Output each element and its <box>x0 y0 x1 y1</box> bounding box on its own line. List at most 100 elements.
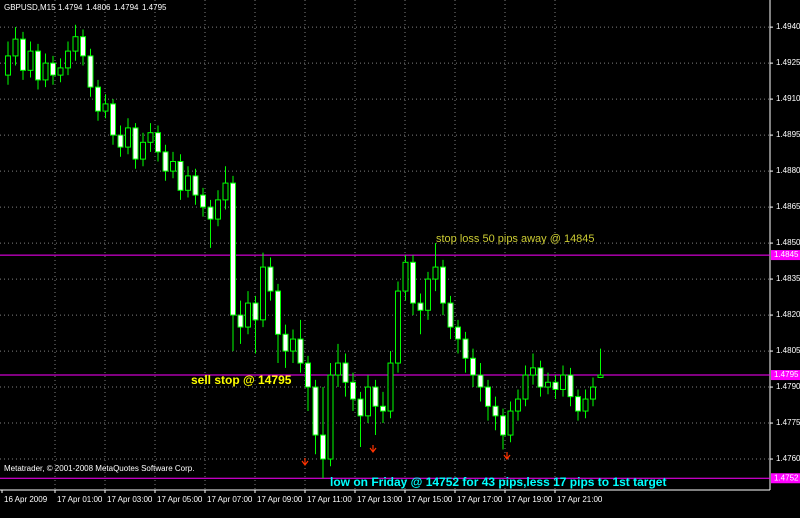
body <box>260 266 266 321</box>
body <box>387 362 394 412</box>
body <box>305 362 311 388</box>
body <box>170 160 176 172</box>
arrow <box>301 458 309 466</box>
body <box>252 302 259 321</box>
body <box>530 367 536 376</box>
body <box>140 141 146 160</box>
body <box>12 38 19 57</box>
body <box>312 386 319 436</box>
body <box>222 182 229 201</box>
x-tick-label: 16 Apr 2009 <box>4 495 48 504</box>
candles <box>5 24 604 479</box>
body <box>402 261 409 292</box>
grid <box>0 0 770 490</box>
body <box>177 160 184 191</box>
body <box>335 362 341 376</box>
body <box>102 103 109 112</box>
level-box <box>771 473 800 484</box>
x-tick-label: 17 Apr 13:00 <box>357 495 403 504</box>
x-tick-label: 17 Apr 05:00 <box>157 495 203 504</box>
low: 1.4794 <box>114 3 139 12</box>
body <box>35 50 41 81</box>
level-label: 1.4795 <box>774 370 799 379</box>
body <box>425 278 431 311</box>
body <box>567 374 574 398</box>
body <box>147 132 154 143</box>
body <box>380 405 386 412</box>
body <box>470 357 476 376</box>
body <box>230 182 236 316</box>
y-tick-label: 1.4940 <box>776 22 800 31</box>
body <box>372 386 379 407</box>
body <box>275 290 281 335</box>
body <box>417 302 424 311</box>
body <box>477 374 484 388</box>
x-tick-label: 17 Apr 17:00 <box>457 495 503 504</box>
header: GBPUSD,M15 1.4794 1.4806 1.4794 1.4795 <box>4 3 167 12</box>
arrow <box>503 452 511 460</box>
body <box>582 398 589 412</box>
axes: 1.4940 1.4925 1.4910 1.4895 1.4880 1.4865 1.48… <box>1 22 800 504</box>
body <box>200 194 206 208</box>
body <box>72 36 79 52</box>
body <box>282 333 289 352</box>
body <box>350 381 356 400</box>
body <box>42 62 49 81</box>
levels <box>0 254 770 479</box>
body <box>545 381 551 388</box>
annotation: low on Friday @ 14752 for 43 pips,less 1… <box>330 475 666 489</box>
body <box>410 261 416 304</box>
body <box>327 374 334 460</box>
body <box>365 386 371 417</box>
body <box>5 55 11 76</box>
body <box>20 38 26 71</box>
symbol: GBPUSD,M15 <box>4 3 56 12</box>
body <box>207 206 214 220</box>
body <box>447 302 454 328</box>
x-tick-label: 17 Apr 21:00 <box>557 495 603 504</box>
body <box>132 127 139 160</box>
body <box>492 405 499 417</box>
body <box>537 367 544 388</box>
body <box>455 326 461 340</box>
y-tick-label: 1.4910 <box>776 94 800 103</box>
body <box>590 386 596 400</box>
fractal-arrows <box>301 445 511 466</box>
body <box>485 386 491 407</box>
body <box>125 127 131 148</box>
body <box>65 50 71 69</box>
level-label: 1.4752 <box>774 473 799 482</box>
y-tick-label: 1.4925 <box>776 58 800 67</box>
body <box>50 62 56 76</box>
x-tick-label: 17 Apr 19:00 <box>507 495 553 504</box>
body <box>297 338 304 364</box>
x-tick-label: 17 Apr 11:00 <box>307 495 352 504</box>
body <box>192 175 199 196</box>
body <box>215 199 221 220</box>
body <box>155 132 161 153</box>
body <box>320 434 326 460</box>
x-tick-label: 17 Apr 01:00 <box>57 495 103 504</box>
x-tick-label: 17 Apr 03:00 <box>107 495 153 504</box>
annotation: stop loss 50 pips away @ 14845 <box>436 233 595 245</box>
annotations: stop loss 50 pips away @ 14845 sell stop … <box>191 233 666 489</box>
body <box>552 381 559 390</box>
body <box>522 374 529 400</box>
copyright: Metatrader, © 2001-2008 MetaQuotes Softw… <box>4 464 194 473</box>
open: 1.4794 <box>58 3 83 12</box>
body <box>117 134 124 148</box>
body <box>560 374 566 390</box>
body <box>507 410 514 436</box>
body <box>515 398 521 412</box>
x-tick-label: 17 Apr 09:00 <box>257 495 303 504</box>
body <box>87 55 94 88</box>
body <box>357 398 364 417</box>
body <box>500 415 506 436</box>
body <box>290 338 296 352</box>
body <box>237 314 244 328</box>
body <box>267 266 274 292</box>
body <box>462 338 469 359</box>
y-tick-label: 1.4895 <box>776 130 800 139</box>
body <box>395 290 401 364</box>
